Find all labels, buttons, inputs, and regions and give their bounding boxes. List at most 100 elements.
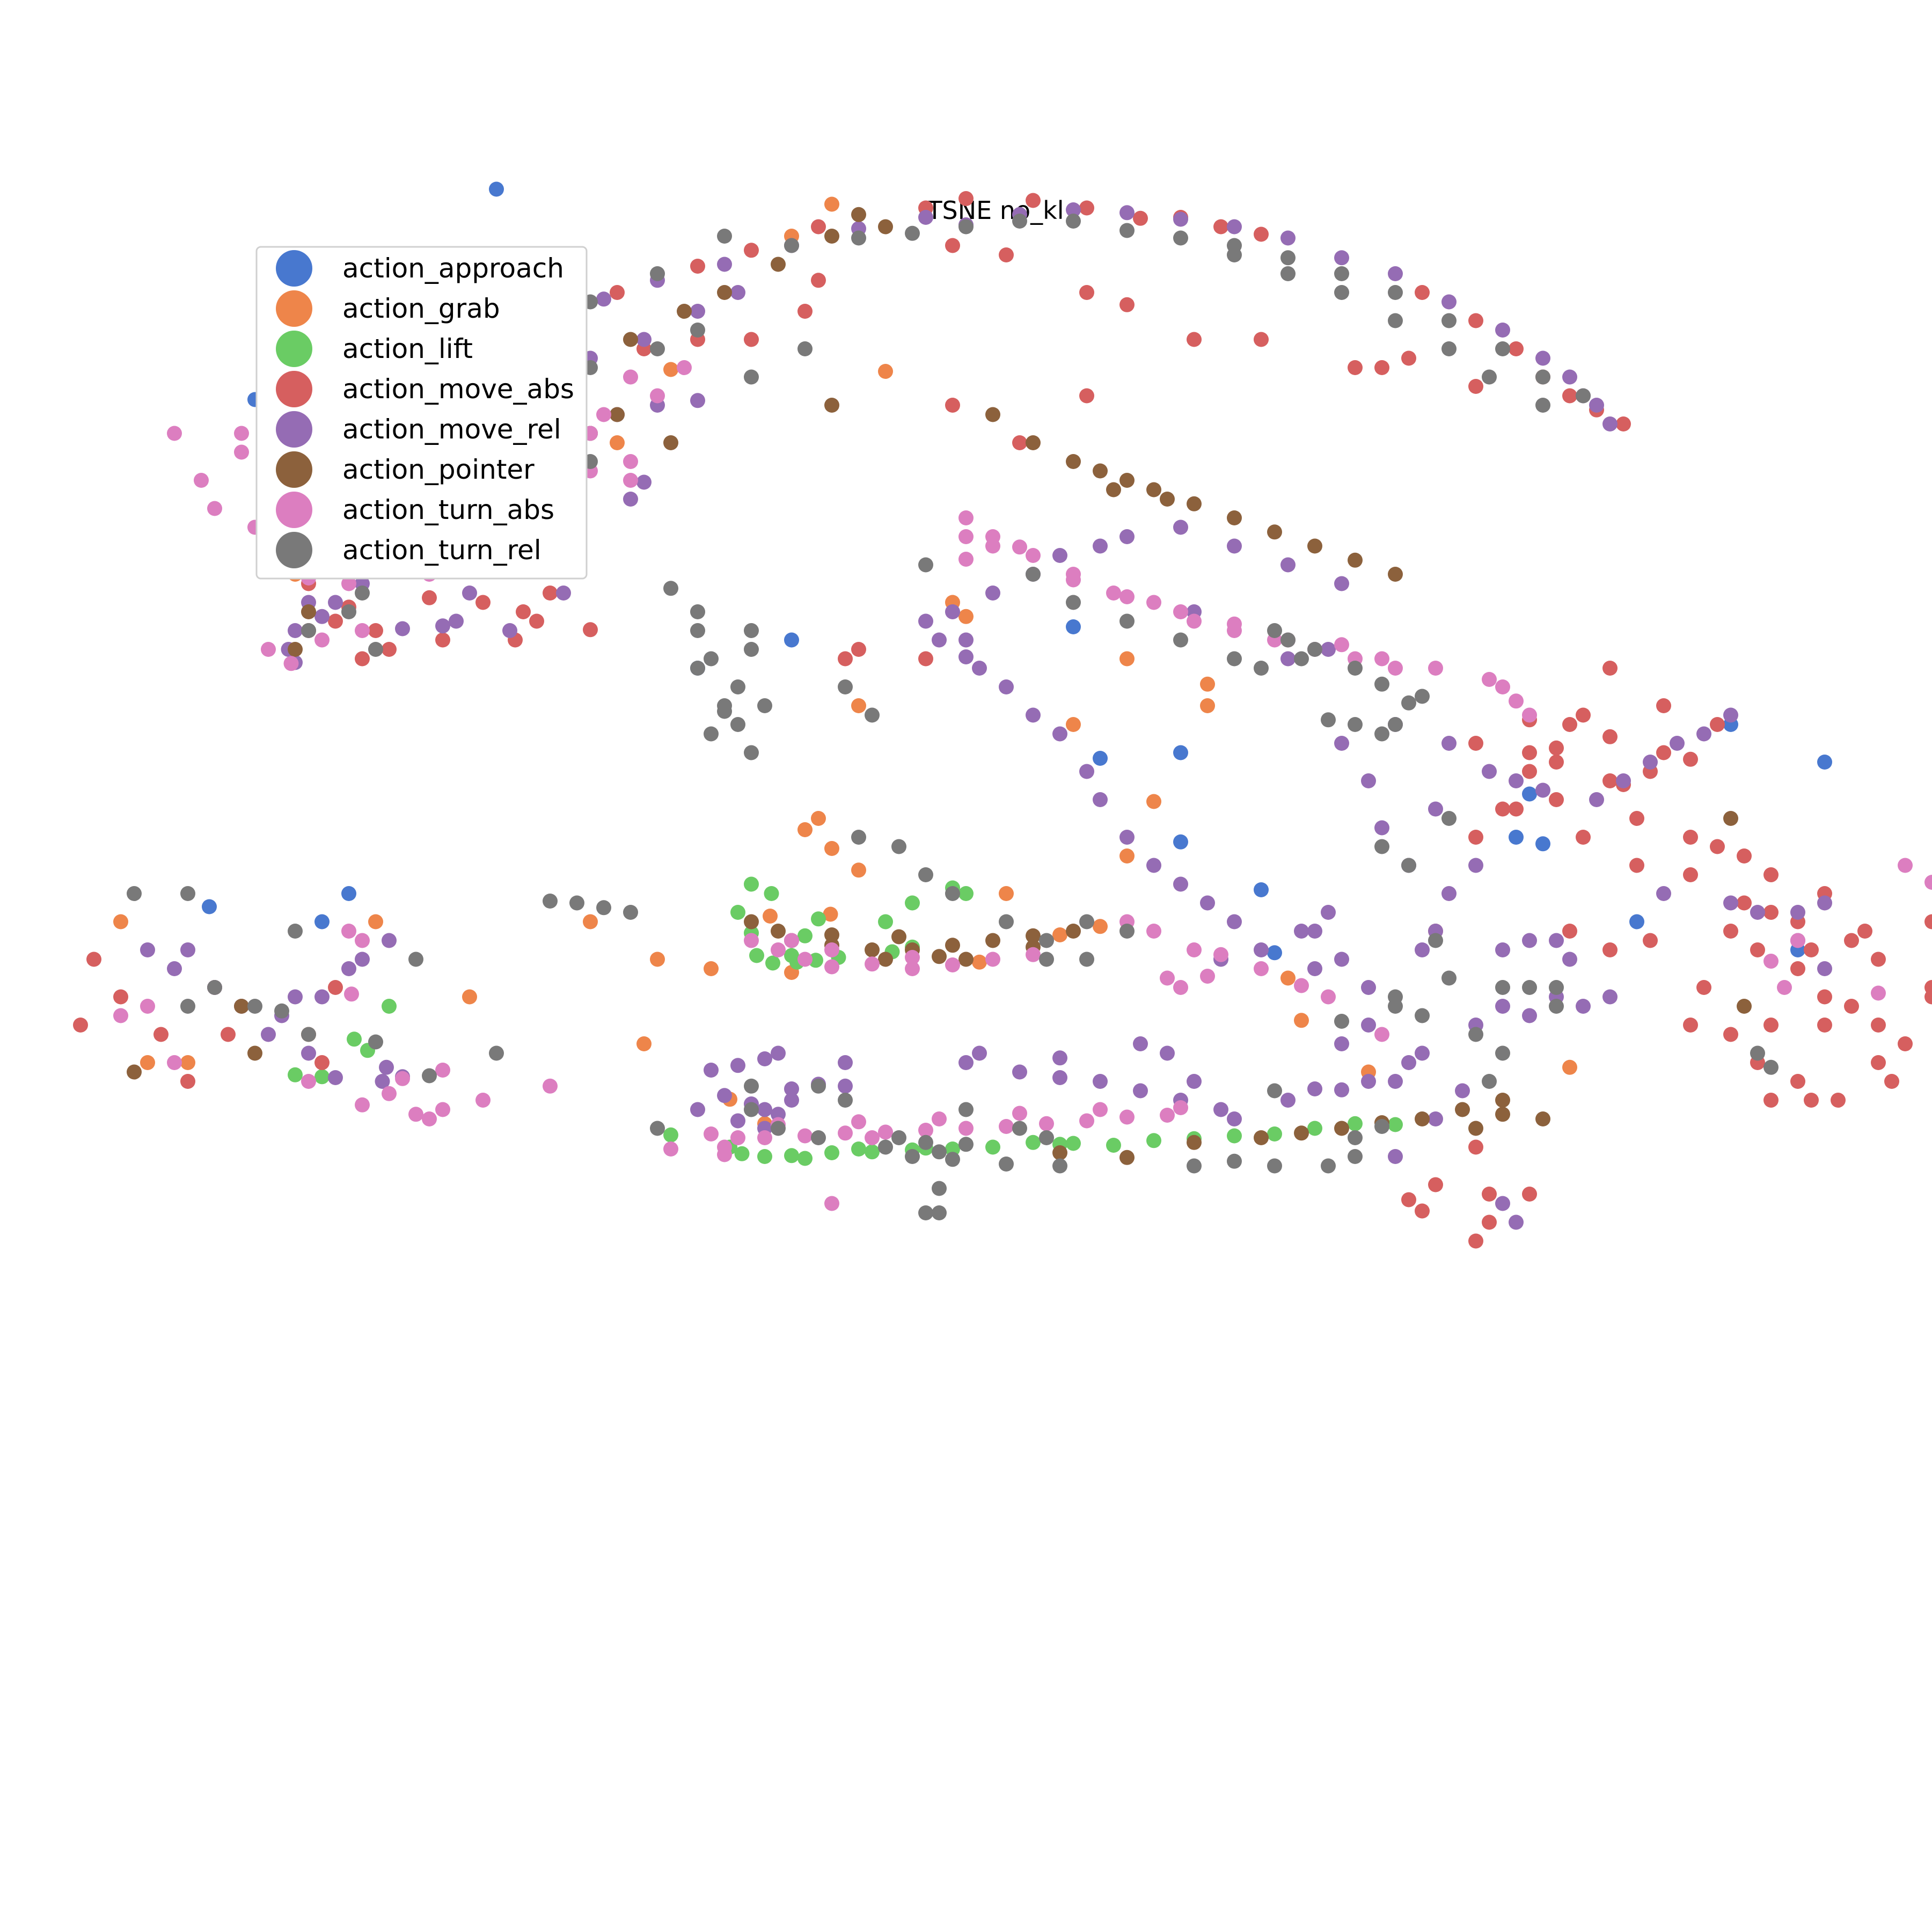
point-action_turn_abs-124 bbox=[435, 1102, 450, 1117]
point-action_turn_rel-133 bbox=[569, 895, 584, 911]
point-action_turn_rel-120 bbox=[878, 1139, 893, 1155]
point-action_turn_rel-14 bbox=[1173, 230, 1188, 246]
point-action_turn_rel-28 bbox=[1482, 369, 1497, 385]
point-action_move_rel-48 bbox=[623, 492, 638, 507]
point-action_move_abs-2 bbox=[1026, 193, 1041, 208]
point-action_move_rel-106 bbox=[1482, 764, 1497, 779]
point-action_turn_rel-12 bbox=[1066, 214, 1081, 229]
point-action_turn_abs-95 bbox=[596, 407, 611, 422]
point-action_turn_rel-119 bbox=[811, 1130, 826, 1145]
point-action_approach-15 bbox=[784, 632, 799, 648]
point-action_move_rel-19 bbox=[1334, 250, 1349, 266]
point-action_pointer-42 bbox=[1187, 1135, 1202, 1150]
point-action_approach-9 bbox=[1093, 751, 1108, 766]
point-action_move_rel-139 bbox=[1307, 924, 1322, 939]
point-action_move_rel-109 bbox=[1589, 792, 1604, 807]
legend-marker-action_turn_abs bbox=[276, 492, 312, 528]
point-action_approach-11 bbox=[1535, 836, 1550, 852]
point-action_move_abs-36 bbox=[1012, 435, 1027, 450]
point-action_grab-21 bbox=[113, 914, 128, 930]
point-action_grab-32 bbox=[811, 811, 826, 826]
point-action_turn_rel-55 bbox=[730, 679, 745, 694]
point-action_turn_abs-72 bbox=[207, 501, 222, 516]
point-action_move_abs-89 bbox=[1898, 1036, 1913, 1051]
point-action_move_rel-3 bbox=[717, 257, 732, 272]
point-action_move_rel-146 bbox=[1495, 1196, 1510, 1211]
point-action_lift-9 bbox=[765, 955, 780, 971]
point-action_approach-1 bbox=[341, 886, 356, 901]
point-action_turn_rel-64 bbox=[1280, 632, 1296, 648]
point-action_move_rel-65 bbox=[918, 613, 933, 629]
point-action_move_abs-136 bbox=[382, 642, 397, 657]
point-action_move_abs-81 bbox=[1763, 1018, 1779, 1033]
point-action_grab-23 bbox=[462, 989, 477, 1005]
point-action_turn_rel-159 bbox=[1763, 1059, 1779, 1075]
point-action_lift-22 bbox=[314, 1069, 330, 1085]
point-action_turn_abs-106 bbox=[1200, 969, 1215, 984]
point-action_move_abs-116 bbox=[1884, 1074, 1899, 1089]
point-action_move_rel-85 bbox=[1079, 764, 1094, 779]
point-action_move_abs-57 bbox=[744, 332, 759, 347]
point-action_move_abs-131 bbox=[1602, 942, 1618, 957]
point-action_grab-3 bbox=[610, 435, 625, 450]
point-action_move_rel-49 bbox=[636, 474, 652, 490]
point-action_lift-39 bbox=[1307, 1121, 1322, 1136]
point-action_move_abs-44 bbox=[1468, 379, 1483, 394]
point-action_pointer-40 bbox=[1119, 1150, 1135, 1165]
point-action_move_abs-140 bbox=[86, 952, 101, 967]
point-action_turn_rel-41 bbox=[355, 586, 370, 601]
legend-label-action_move_abs: action_move_abs bbox=[342, 374, 574, 405]
point-action_turn_rel-111 bbox=[744, 1102, 759, 1117]
point-action_turn_rel-124 bbox=[207, 980, 222, 995]
point-action_move_abs-138 bbox=[368, 623, 383, 638]
point-action_approach-5 bbox=[1817, 755, 1832, 770]
point-action_move_rel-162 bbox=[379, 1059, 394, 1075]
point-action_move_rel-180 bbox=[771, 1045, 786, 1061]
point-action_move_rel-61 bbox=[556, 586, 571, 601]
point-action_move_abs-64 bbox=[1522, 764, 1537, 779]
point-action_grab-13 bbox=[1200, 676, 1215, 692]
point-action_move_abs-82 bbox=[1723, 1027, 1738, 1042]
point-action_pointer-39 bbox=[1495, 1107, 1510, 1122]
point-action_turn_rel-73 bbox=[1374, 726, 1389, 742]
legend-label-action_approach: action_approach bbox=[342, 253, 564, 284]
point-action_turn_abs-5 bbox=[1187, 613, 1202, 629]
point-action_move_abs-108 bbox=[1844, 933, 1859, 948]
point-action_turn_rel-54 bbox=[744, 642, 759, 657]
point-action_lift-19 bbox=[347, 1031, 362, 1047]
point-action_move_rel-78 bbox=[1321, 642, 1336, 657]
point-action_turn_abs-26 bbox=[1509, 693, 1524, 709]
point-action_turn_abs-53 bbox=[918, 1123, 933, 1138]
point-action_turn_rel-93 bbox=[1428, 933, 1443, 948]
point-action_turn_rel-84 bbox=[999, 914, 1014, 930]
point-action_turn_rel-143 bbox=[1187, 1158, 1202, 1174]
point-action_pointer-69 bbox=[247, 1045, 262, 1061]
point-action_turn_abs-21 bbox=[1334, 637, 1349, 653]
chart-title: TSNE no_kl bbox=[926, 196, 1064, 225]
point-action_move_abs-122 bbox=[1482, 1214, 1497, 1230]
point-action_turn_rel-101 bbox=[1482, 1074, 1497, 1089]
point-action_move_rel-191 bbox=[1187, 1074, 1202, 1089]
point-action_pointer-37 bbox=[1468, 1121, 1483, 1136]
point-action_move_rel-134 bbox=[1254, 942, 1269, 957]
point-action_turn_rel-26 bbox=[1388, 313, 1403, 328]
legend-frame bbox=[255, 246, 588, 580]
point-action_turn_rel-17 bbox=[1334, 266, 1349, 281]
point-action_move_rel-132 bbox=[1361, 1074, 1376, 1089]
point-action_turn_abs-33 bbox=[985, 952, 1000, 967]
point-action_move_abs-80 bbox=[1817, 989, 1832, 1005]
point-action_turn_abs-63 bbox=[932, 1111, 947, 1126]
point-action_lift-46 bbox=[663, 1127, 678, 1143]
point-action_turn_abs-37 bbox=[797, 952, 813, 967]
point-action_approach-10 bbox=[1509, 830, 1524, 845]
point-action_move_rel-160 bbox=[167, 961, 182, 976]
point-action_turn_abs-68 bbox=[341, 576, 356, 591]
point-action_turn_rel-27 bbox=[1441, 341, 1457, 356]
point-action_move_abs-99 bbox=[1656, 745, 1671, 760]
point-action_move_abs-79 bbox=[1857, 924, 1872, 939]
point-action_turn_abs-32 bbox=[945, 957, 960, 972]
point-action_move_abs-43 bbox=[1616, 416, 1631, 431]
point-action_turn_abs-103 bbox=[283, 656, 299, 671]
point-action_move_abs-78 bbox=[1804, 942, 1819, 957]
point-action_move_abs-3 bbox=[1079, 200, 1094, 216]
